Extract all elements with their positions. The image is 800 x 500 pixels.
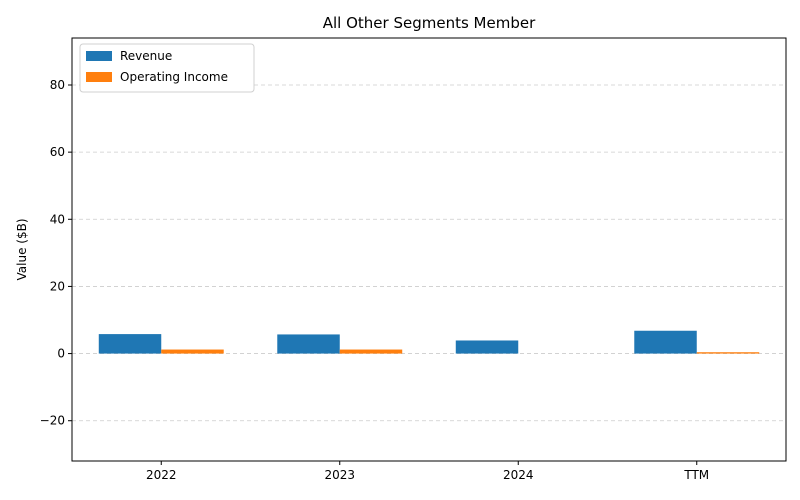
chart-title: All Other Segments Member: [323, 14, 536, 32]
bar-revenue: [98, 334, 162, 354]
y-axis-title: Value ($B): [15, 219, 29, 281]
bar-operating-income: [161, 349, 224, 354]
legend-swatch: [86, 72, 112, 82]
grid-lines: [72, 84, 786, 422]
y-tick-label: 20: [50, 279, 65, 293]
x-tick-label: TTM: [683, 468, 709, 482]
bar-revenue: [277, 334, 340, 354]
bar-operating-income: [339, 349, 403, 354]
y-tick-label: 0: [57, 347, 65, 361]
bar-revenue: [455, 340, 519, 354]
legend: Revenue Operating Income: [79, 43, 255, 93]
y-tick-label: −20: [40, 414, 65, 428]
legend-label: Revenue: [120, 49, 172, 63]
legend-label: Operating Income: [120, 70, 228, 84]
legend-swatch: [86, 51, 112, 61]
x-tick-label: 2024: [503, 468, 534, 482]
y-tick-label: 40: [50, 212, 65, 226]
legend-box: [79, 43, 255, 93]
y-tick-label: 60: [50, 145, 65, 159]
bars: [98, 330, 760, 354]
x-tick-label: 2023: [324, 468, 355, 482]
x-axis: 2022 2023 2024 TTM: [146, 461, 709, 482]
x-tick-label: 2022: [146, 468, 177, 482]
bar-revenue: [634, 330, 697, 354]
plot-frame: [71, 37, 787, 462]
y-axis: −20 0 20 40 60 80: [40, 78, 72, 428]
bar-operating-income: [696, 352, 760, 354]
y-tick-label: 80: [50, 78, 65, 92]
